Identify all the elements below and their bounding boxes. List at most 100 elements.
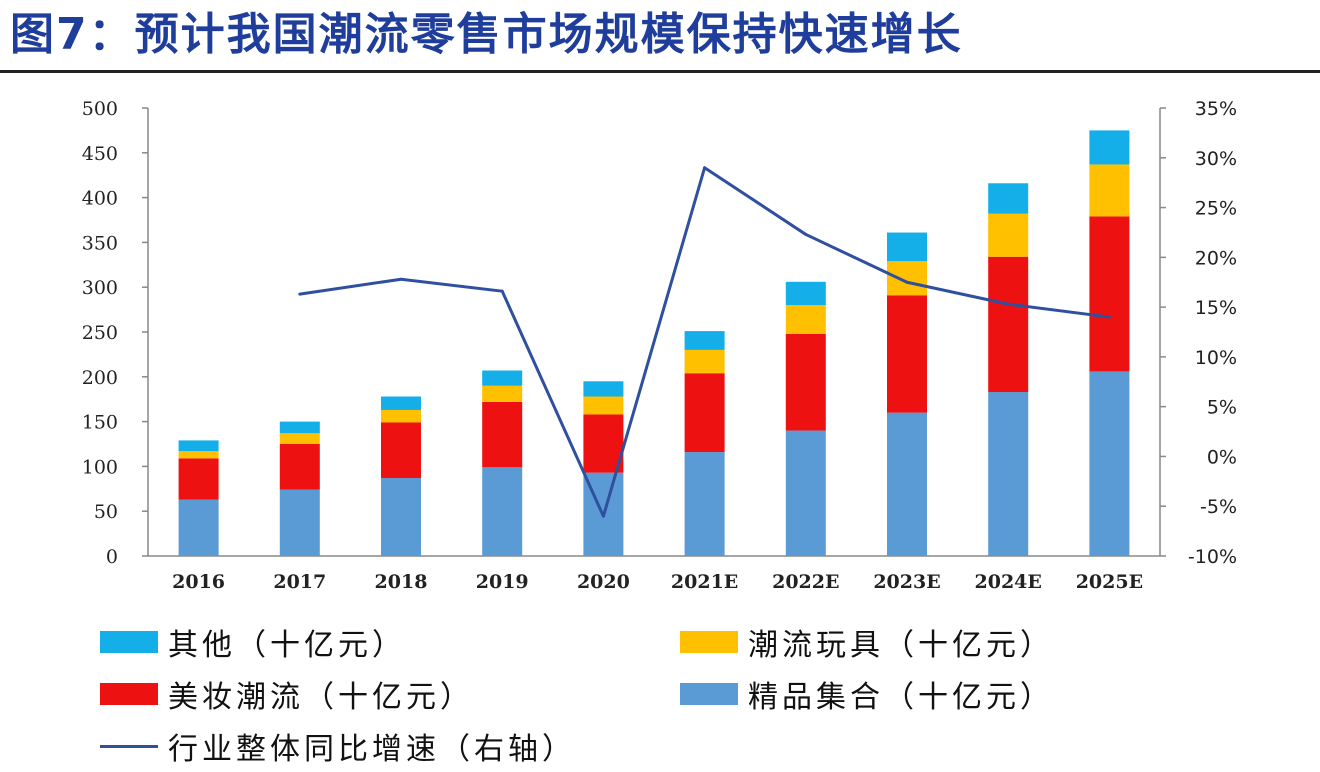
x-tick-label: 2016 [172,571,225,593]
legend-item-trendy-toys: 潮流玩具（十亿元） [680,620,1054,664]
title-divider [0,70,1320,73]
bar-segment [178,499,219,556]
bar-segment [1089,216,1130,372]
x-tick-label: 2022E [772,571,839,593]
growth-line [298,166,1111,518]
legend-swatch-beauty [100,683,158,705]
legend-label-trendy-toys: 潮流玩具（十亿元） [748,628,1054,663]
growth-point [1107,315,1111,319]
legend-item-boutique: 精品集合（十亿元） [680,672,1054,716]
bar-segment [279,444,320,490]
legend-item-beauty: 美妆潮流（十亿元） [100,672,474,716]
left-tick-label: 400 [82,188,118,210]
right-tick-label: 15% [1195,297,1237,319]
bar-segment [988,256,1029,393]
growth-point [703,166,707,170]
growth-point [298,292,302,296]
bars [178,130,1130,556]
left-tick-label: 500 [82,98,118,120]
left-tick-label: 200 [82,367,118,389]
bar-segment [381,478,421,556]
bar-segment [785,281,826,306]
left-tick-label: 0 [106,546,118,568]
bar-segment [381,409,421,423]
bar-segment [583,414,624,473]
growth-point [804,232,808,236]
bar-segment [279,421,320,434]
bar-segment [279,489,320,556]
bar-segment [381,422,421,479]
bar-segment [178,458,219,500]
legend-label-other: 其他（十亿元） [168,628,406,663]
right-tick-label: 10% [1195,347,1237,369]
bar-segment [684,331,725,350]
left-tick-label: 150 [82,412,118,434]
bar-segment [988,183,1029,214]
bar-segment [381,396,421,410]
right-tick-label: -5% [1200,496,1237,518]
legend-swatch-other [100,631,158,653]
bar-segment [684,452,725,556]
bar-segment [988,392,1029,556]
left-tick-label: 300 [82,277,118,299]
x-tick-label: 2021E [671,571,738,593]
legend-item-other: 其他（十亿元） [100,620,406,664]
left-tick-label: 50 [94,501,118,523]
tick-labels: 0 50 100 150 200 250 300 350 400 450 500 -10% -5% 0% 5… [82,98,1237,593]
x-tick-label: 2019 [476,571,529,593]
bar-segment [1089,164,1130,217]
right-tick-label: 20% [1195,247,1237,269]
legend: 其他（十亿元） 潮流玩具（十亿元） 美妆潮流（十亿元） 精品集合（十亿元） 行业… [0,612,1320,772]
legend-label-boutique: 精品集合（十亿元） [748,680,1054,715]
legend-label-beauty: 美妆潮流（十亿元） [168,680,474,715]
growth-point [601,514,605,518]
bar-segment [785,430,826,556]
bar-segment [684,349,725,374]
bar-segment [785,333,826,431]
right-tick-label: 30% [1195,148,1237,170]
bar-segment [1089,371,1130,556]
growth-point [399,277,403,281]
bar-segment [482,467,523,556]
bar-segment [887,261,927,296]
legend-label-growth: 行业整体同比增速（右轴） [168,732,576,767]
legend-swatch-boutique [680,683,738,705]
legend-swatch-trendy-toys [680,631,738,653]
right-tick-label: 25% [1195,198,1237,220]
bar-segment [583,396,624,415]
x-tick-label: 2023E [873,571,940,593]
bar-segment [482,401,523,468]
left-tick-label: 100 [82,456,118,478]
left-tick-label: 450 [82,143,118,165]
growth-point [500,289,504,293]
bar-segment [785,305,826,334]
bar-segment [887,295,927,413]
bar-segment [887,232,927,262]
stacked-bar-line-chart: 0 50 100 150 200 250 300 350 400 450 500 -10% -5% 0% 5… [82,98,1237,593]
bar-segment [279,433,320,444]
bar-segment [988,213,1029,257]
legend-line-growth [100,744,158,748]
right-tick-label: 0% [1207,446,1237,468]
bar-segment [482,370,523,386]
x-tick-label: 2017 [273,571,326,593]
left-tick-label: 250 [82,322,118,344]
growth-point [1006,302,1010,306]
right-tick-label: -10% [1188,546,1237,568]
right-tick-label: 35% [1195,98,1237,120]
left-tick-label: 350 [82,232,118,254]
legend-item-growth: 行业整体同比增速（右轴） [100,724,576,768]
x-tick-label: 2020 [577,571,630,593]
bar-segment [178,451,219,459]
bar-segment [684,373,725,453]
x-tick-label: 2025E [1076,571,1143,593]
chart-title: 图7：预计我国潮流零售市场规模保持快速增长 [10,9,963,60]
right-tick-label: 5% [1207,397,1237,419]
bar-segment [178,440,219,452]
x-tick-label: 2024E [975,571,1042,593]
growth-point [905,280,909,284]
x-tick-label: 2018 [375,571,428,593]
bar-segment [583,381,624,397]
bar-segment [887,412,927,556]
bar-segment [482,385,523,402]
